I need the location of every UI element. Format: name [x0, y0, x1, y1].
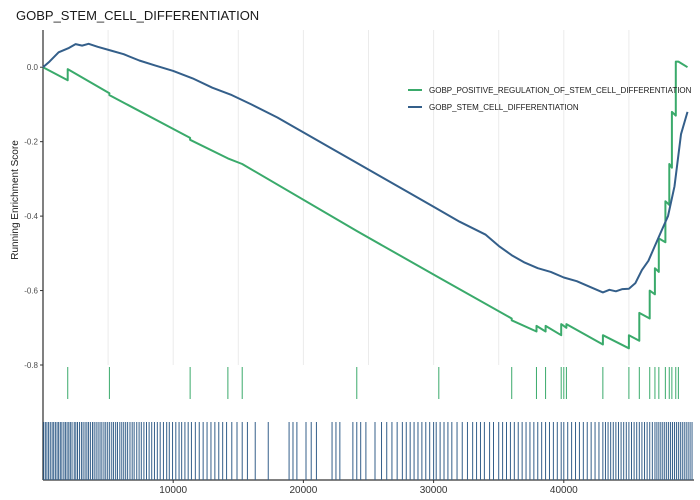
- x-tick-label: 10000: [159, 485, 187, 496]
- hit-marks-bottom: [43, 422, 693, 480]
- legend-label: GOBP_STEM_CELL_DIFFERENTIATION: [429, 103, 579, 112]
- x-tick-label: 30000: [420, 485, 448, 496]
- axes: 0.0 -0.2 -0.4 -0.6 -0.8 10000 20000 30000 40000: [24, 30, 694, 496]
- y-tick-label: -0.6: [24, 287, 38, 296]
- series-line: [42, 42, 689, 294]
- y-axis-label: Running Enrichment Score: [10, 140, 21, 260]
- x-tick-label: 40000: [550, 485, 578, 496]
- series-line: [42, 60, 689, 350]
- grid: [107, 30, 630, 365]
- y-tick-label: -0.2: [24, 138, 38, 147]
- chart-title: GOBP_STEM_CELL_DIFFERENTIATION: [16, 8, 260, 23]
- legend: GOBP_POSITIVE_REGULATION_OF_STEM_CELL_DI…: [408, 86, 692, 112]
- y-tick-label: 0.0: [27, 63, 39, 72]
- x-tick-label: 20000: [289, 485, 317, 496]
- series-lines: [42, 42, 689, 350]
- legend-label: GOBP_POSITIVE_REGULATION_OF_STEM_CELL_DI…: [429, 86, 692, 95]
- y-tick-label: -0.8: [24, 361, 38, 370]
- y-tick-label: -0.4: [24, 212, 38, 221]
- hit-marks-top: [67, 367, 679, 399]
